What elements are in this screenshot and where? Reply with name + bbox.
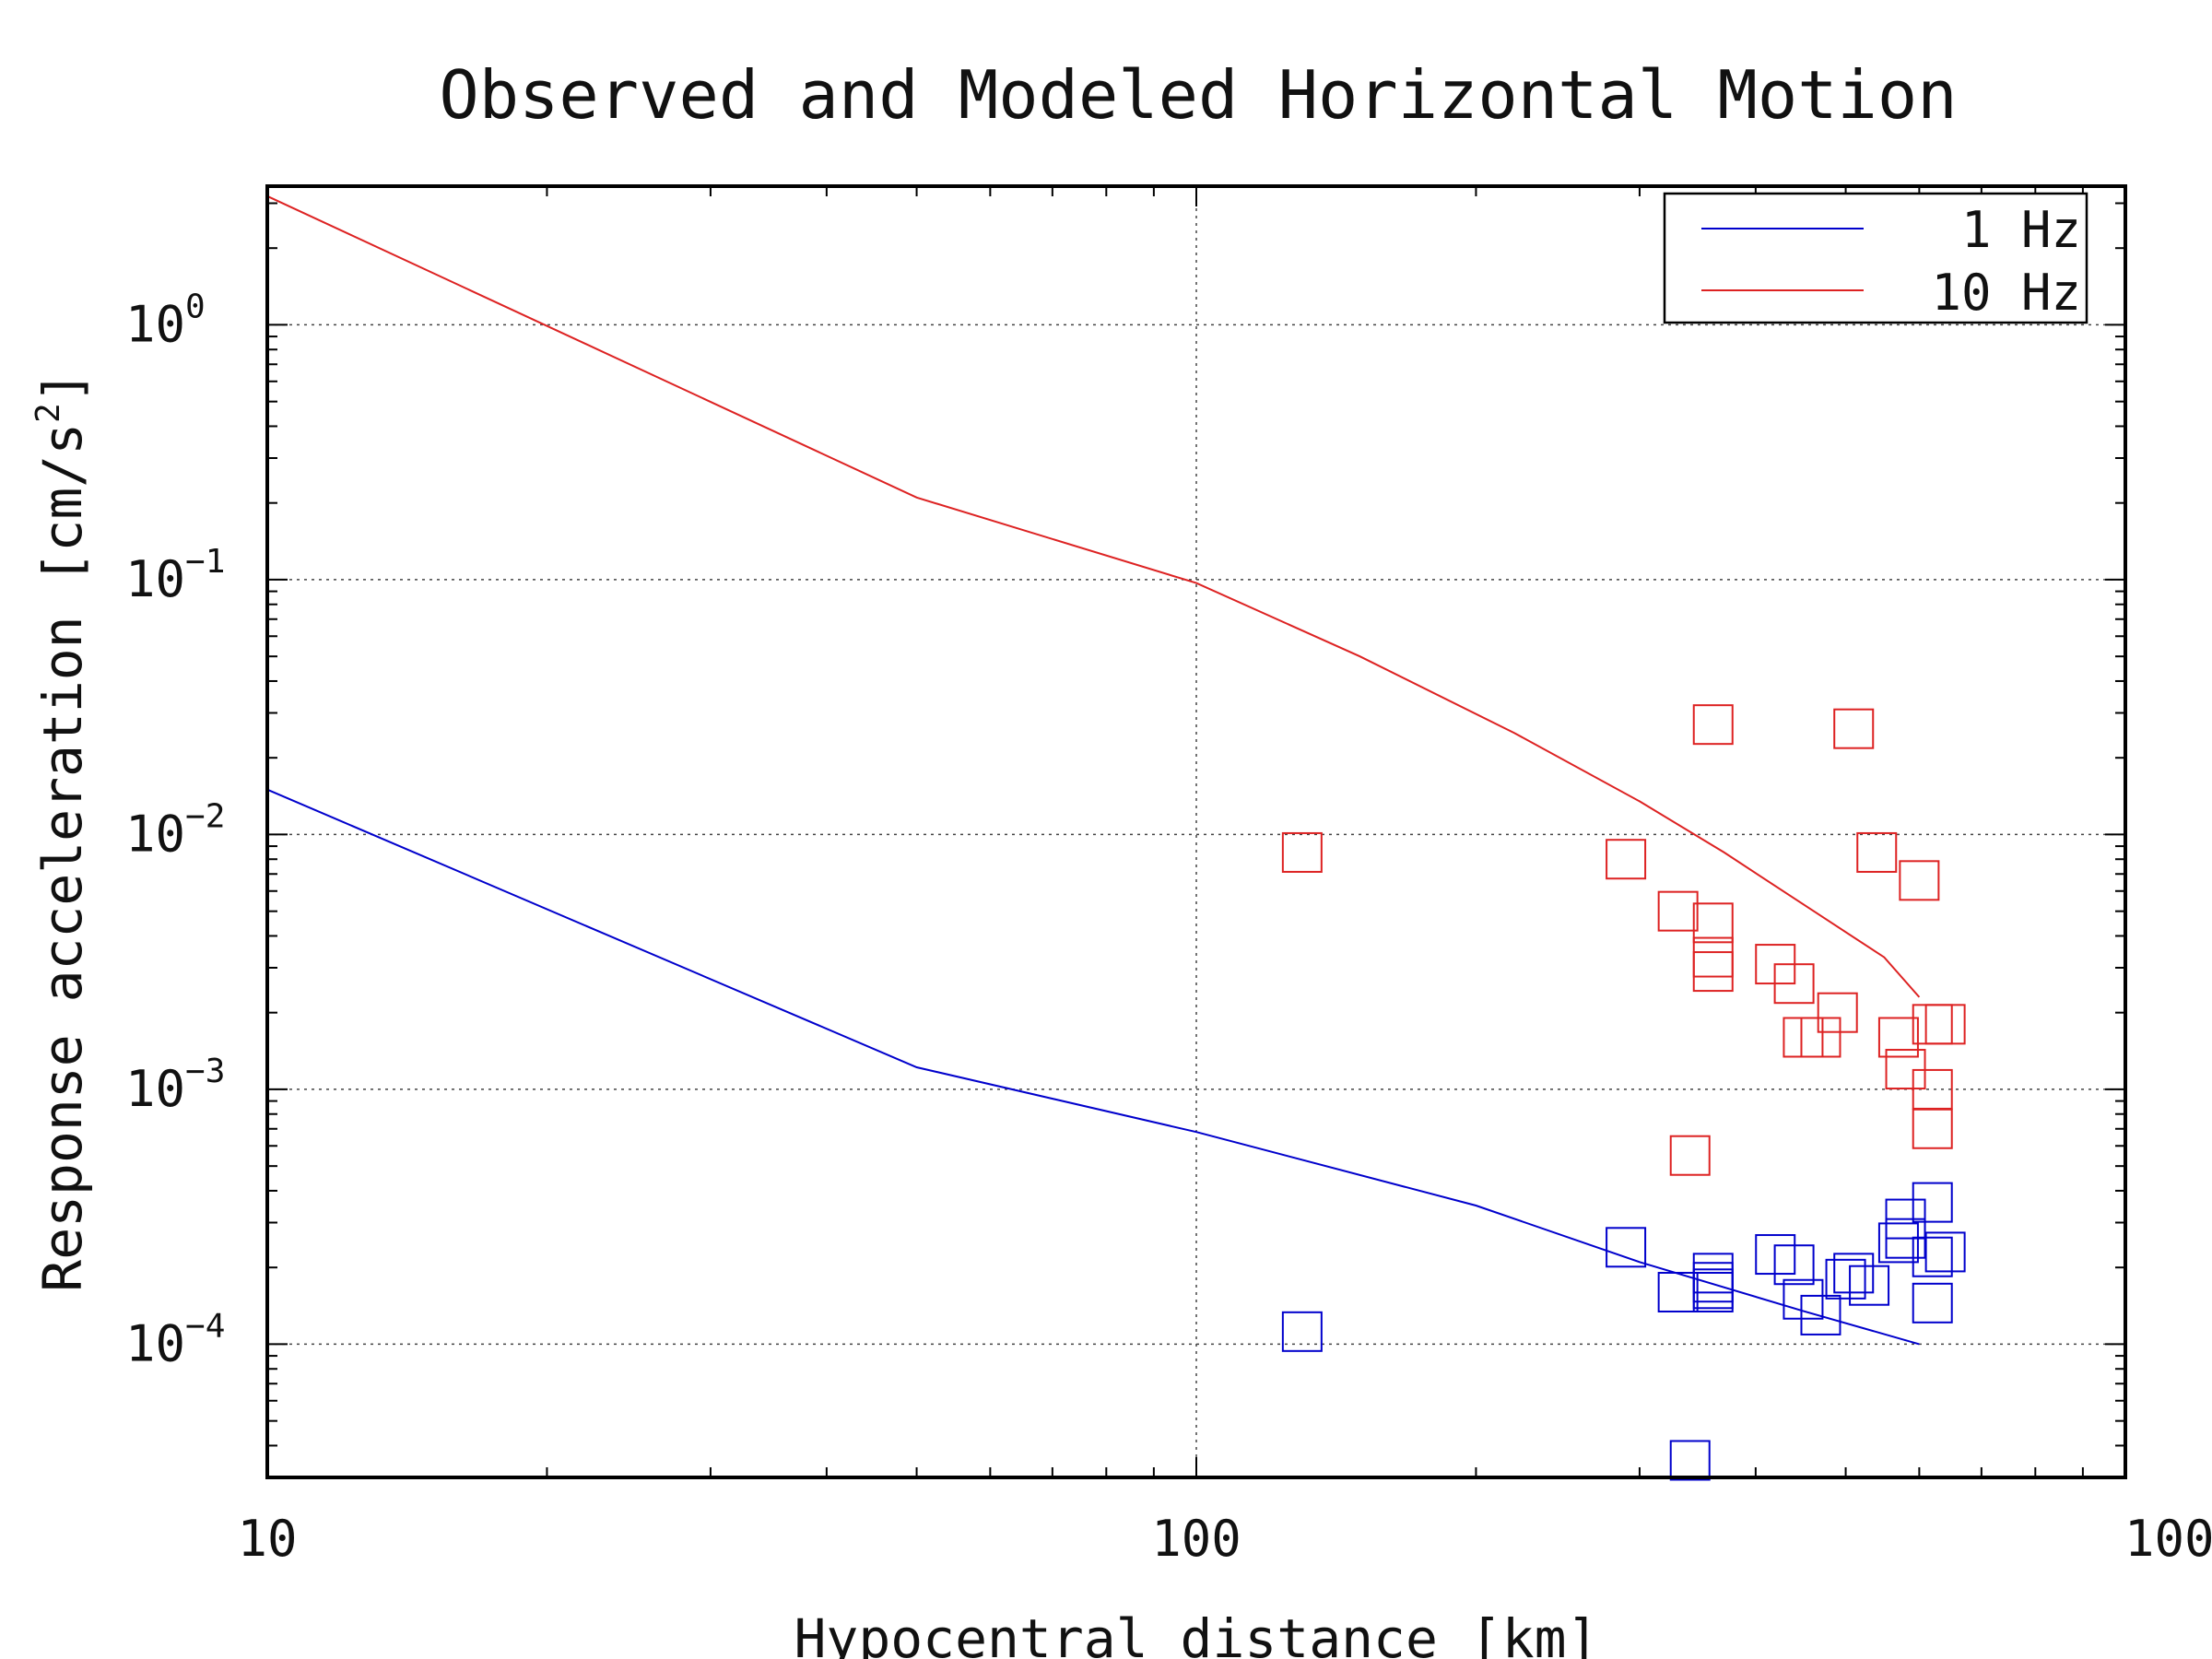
observed-point-1hz xyxy=(1800,1294,1841,1335)
observed-point-10hz xyxy=(1856,831,1898,873)
observed-point-1hz xyxy=(1912,1236,1953,1277)
y-tick-label: 100 xyxy=(125,288,206,353)
observed-points xyxy=(1281,704,1966,1481)
legend-label-10hz: 10 Hz xyxy=(1931,264,2081,322)
grid-lines xyxy=(267,186,2125,1477)
observed-point-1hz xyxy=(1877,1222,1919,1264)
observed-point-1hz xyxy=(1825,1258,1866,1300)
observed-point-10hz xyxy=(1281,831,1323,873)
observed-point-1hz xyxy=(1833,1253,1875,1294)
plot-frame xyxy=(265,184,2127,1479)
observed-point-10hz xyxy=(1924,1004,1966,1045)
y-tick-exponent: −3 xyxy=(185,1053,225,1090)
y-tick-exponent: −2 xyxy=(185,797,225,835)
y-axis-label-main: Response acceleration [cm/s xyxy=(31,423,94,1292)
observed-point-10hz xyxy=(1800,1017,1841,1058)
legend: 1 Hz 10 Hz xyxy=(1663,192,2088,324)
observed-point-1hz xyxy=(1912,1182,1953,1223)
x-tick-label: 10 xyxy=(237,1510,297,1568)
observed-point-10hz xyxy=(1657,890,1699,932)
observed-point-1hz xyxy=(1773,1244,1815,1286)
observed-point-1hz xyxy=(1912,1282,1953,1324)
observed-point-1hz xyxy=(1281,1311,1323,1352)
observed-point-10hz xyxy=(1606,839,1647,880)
x-axis-label: Hypocentral distance [km] xyxy=(794,1607,1599,1659)
observed-point-10hz xyxy=(1817,992,1858,1033)
x-tick-label: 100 xyxy=(1151,1510,1241,1568)
chart-title: Observed and Modeled Horizontal Motion xyxy=(439,56,1957,134)
y-tick-exponent: 0 xyxy=(185,288,206,325)
observed-point-1hz xyxy=(1606,1227,1647,1268)
observed-point-10hz xyxy=(1899,860,1940,901)
y-axis-label-end: ] xyxy=(31,371,94,403)
y-tick-label: 10−3 xyxy=(125,1053,225,1118)
observed-point-1hz xyxy=(1924,1231,1966,1273)
observed-point-10hz xyxy=(1833,708,1875,749)
y-tick-base: 10 xyxy=(125,1314,185,1372)
observed-point-1hz xyxy=(1692,1262,1734,1303)
y-tick-base: 10 xyxy=(125,1060,185,1118)
y-tick-label: 10−4 xyxy=(125,1307,225,1372)
y-tick-base: 10 xyxy=(125,295,185,353)
observed-point-10hz xyxy=(1692,902,1734,944)
observed-point-10hz xyxy=(1912,1108,1953,1149)
observed-point-1hz xyxy=(1783,1278,1824,1320)
y-tick-exponent: −4 xyxy=(185,1307,225,1345)
x-tick-label: 1000 xyxy=(2124,1510,2212,1568)
y-tick-label: 10−2 xyxy=(125,797,225,863)
x-tick-labels: 10 100 1000 xyxy=(237,1510,2212,1568)
observed-point-1hz xyxy=(1849,1265,1890,1306)
observed-point-1hz xyxy=(1669,1440,1711,1481)
model-lines xyxy=(266,194,1921,1346)
y-tick-base: 10 xyxy=(125,550,185,608)
model-line-1hz xyxy=(266,788,1920,1346)
y-tick-exponent: −1 xyxy=(185,543,225,581)
y-axis-label-superscript: 2 xyxy=(29,403,67,423)
y-axis-label: Response acceleration [cm/s2] xyxy=(29,371,94,1291)
observed-point-10hz xyxy=(1877,1017,1919,1058)
legend-box xyxy=(1663,192,2088,324)
y-tick-base: 10 xyxy=(125,805,185,863)
observed-point-10hz xyxy=(1669,1135,1711,1176)
observed-point-10hz xyxy=(1773,963,1815,1005)
observed-point-10hz xyxy=(1692,704,1734,746)
observed-point-10hz xyxy=(1692,951,1734,993)
legend-label-1hz: 1 Hz xyxy=(1961,201,2081,259)
y-tick-label: 10−1 xyxy=(125,543,225,608)
model-line-10hz xyxy=(266,194,1921,998)
